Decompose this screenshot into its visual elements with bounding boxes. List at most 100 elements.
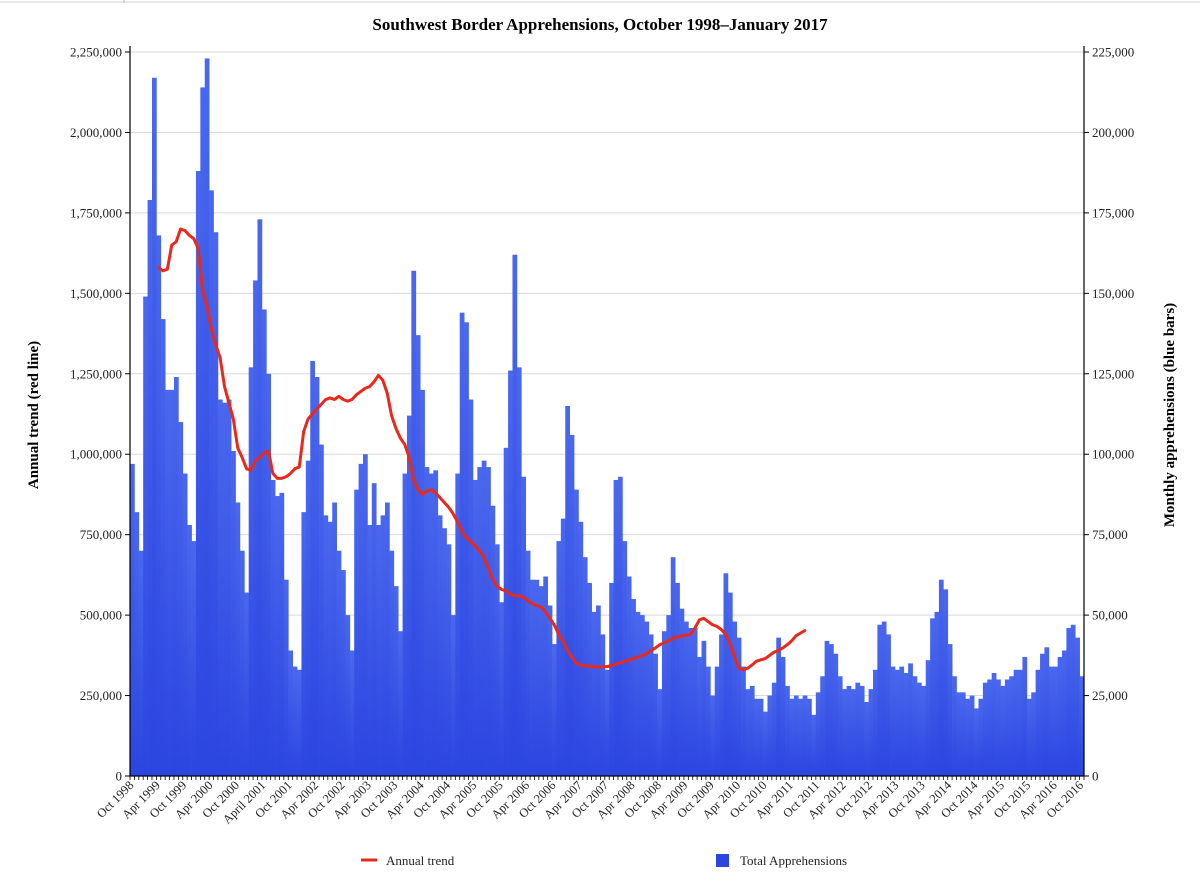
- bar: [938, 579, 944, 776]
- bar: [547, 605, 553, 776]
- right-tick-label: 150,000: [1092, 286, 1134, 301]
- bar: [195, 171, 201, 776]
- bar: [464, 322, 469, 776]
- bar: [226, 399, 232, 776]
- bar: [459, 312, 465, 776]
- left-tick-label: 1,000,000: [70, 447, 122, 462]
- bar: [776, 637, 782, 776]
- bar: [596, 605, 601, 776]
- bar: [732, 621, 738, 776]
- bar: [327, 521, 333, 776]
- bar: [789, 698, 795, 776]
- axes: [129, 46, 1085, 777]
- bar: [763, 711, 768, 776]
- bar: [956, 692, 962, 776]
- bar: [578, 521, 584, 776]
- bar: [1057, 656, 1063, 776]
- bar: [723, 573, 729, 776]
- bar: [609, 582, 614, 776]
- bar: [798, 698, 803, 776]
- bar: [512, 254, 518, 777]
- bar: [437, 515, 443, 776]
- bar: [543, 576, 548, 776]
- bar: [481, 460, 487, 776]
- bar: [688, 627, 694, 776]
- bar: [644, 621, 650, 776]
- bar: [1048, 666, 1054, 776]
- bar: [1075, 637, 1080, 776]
- bar: [626, 576, 632, 776]
- right-tick-label: 225,000: [1092, 45, 1134, 60]
- bar: [916, 682, 922, 776]
- bar: [530, 579, 535, 776]
- bar: [657, 689, 663, 776]
- bar: [899, 666, 905, 776]
- bar: [908, 663, 913, 776]
- bar: [490, 505, 496, 776]
- bar: [442, 528, 447, 776]
- bar: [991, 673, 997, 776]
- bar: [345, 615, 351, 776]
- bar: [851, 689, 856, 776]
- bar: [758, 698, 764, 776]
- bar: [1079, 676, 1085, 776]
- bar: [1026, 698, 1032, 776]
- bar: [1053, 666, 1058, 776]
- bar: [842, 689, 847, 776]
- bar: [974, 708, 979, 776]
- bar: [446, 544, 452, 776]
- bar: [147, 200, 153, 776]
- bar: [156, 235, 162, 776]
- bar: [494, 544, 500, 776]
- bar: [877, 624, 883, 776]
- bar: [428, 473, 434, 776]
- bar: [987, 679, 993, 776]
- bar: [191, 541, 197, 776]
- bar: [960, 692, 966, 776]
- bar: [560, 518, 566, 776]
- bar: [371, 483, 377, 776]
- bar: [613, 479, 619, 776]
- bar: [767, 695, 773, 776]
- bar: [455, 473, 461, 776]
- bar: [503, 447, 509, 776]
- bar: [376, 525, 381, 776]
- bar: [947, 644, 953, 776]
- bar: [604, 669, 610, 776]
- legend: Annual trend Total Apprehensions: [361, 853, 847, 868]
- bar: [130, 463, 135, 776]
- bar: [969, 695, 975, 776]
- bar: [525, 550, 531, 776]
- bar: [556, 541, 562, 776]
- bar: [292, 666, 298, 776]
- bar: [1031, 692, 1036, 776]
- bar: [165, 389, 170, 776]
- bar: [872, 669, 878, 776]
- bar: [639, 615, 645, 776]
- bar: [288, 650, 294, 776]
- bar: [1013, 669, 1019, 776]
- left-tick-label: 500,000: [80, 608, 122, 623]
- bar: [253, 280, 258, 776]
- bar: [846, 685, 852, 776]
- bar: [569, 434, 575, 776]
- bar: [811, 714, 817, 776]
- bar: [1040, 653, 1045, 776]
- left-tick-label: 250,000: [80, 688, 122, 703]
- bar: [173, 377, 179, 776]
- bar: [1066, 627, 1072, 776]
- bar: [565, 405, 570, 776]
- left-tick-label: 1,250,000: [70, 366, 122, 381]
- bar: [692, 627, 698, 776]
- bar: [701, 640, 707, 776]
- bar: [217, 399, 223, 776]
- bar: [200, 87, 206, 776]
- bar: [354, 489, 359, 776]
- bar: [248, 367, 254, 776]
- bar: [1044, 647, 1050, 776]
- bar: [363, 454, 368, 776]
- bar: [143, 296, 148, 776]
- right-tick-label: 100,000: [1092, 447, 1134, 462]
- right-tick-label: 25,000: [1092, 688, 1128, 703]
